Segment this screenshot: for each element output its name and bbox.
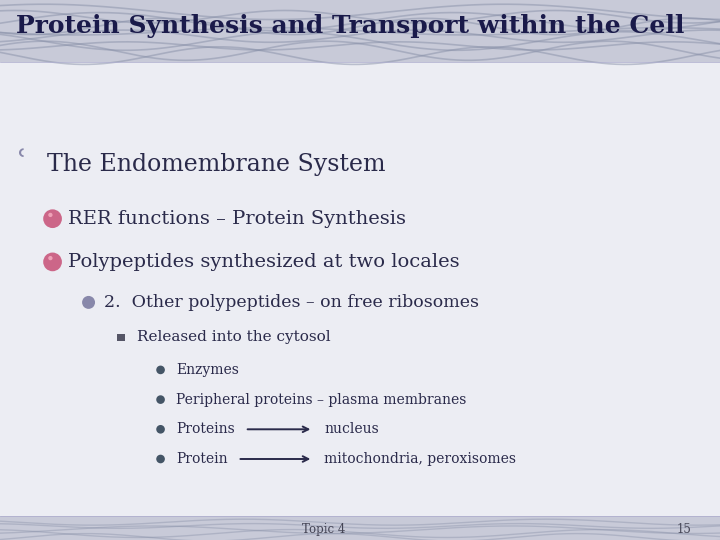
Ellipse shape	[43, 253, 62, 271]
Text: Protein: Protein	[176, 452, 228, 466]
Bar	[0, 0, 720, 62]
Ellipse shape	[82, 296, 95, 309]
Text: 2.  Other polypeptides – on free ribosomes: 2. Other polypeptides – on free ribosome…	[104, 294, 480, 311]
Text: The Endomembrane System: The Endomembrane System	[47, 153, 385, 176]
Text: Enzymes: Enzymes	[176, 363, 239, 377]
Text: Polypeptides synthesized at two locales: Polypeptides synthesized at two locales	[68, 253, 460, 271]
Text: ʿ: ʿ	[17, 148, 27, 181]
Text: Peripheral proteins – plasma membranes: Peripheral proteins – plasma membranes	[176, 393, 467, 407]
Ellipse shape	[43, 210, 62, 228]
Text: RER functions – Protein Synthesis: RER functions – Protein Synthesis	[68, 210, 406, 228]
Ellipse shape	[156, 395, 165, 404]
Text: mitochondria, peroxisomes: mitochondria, peroxisomes	[324, 452, 516, 466]
Bar	[117, 334, 125, 341]
Ellipse shape	[48, 256, 53, 260]
Text: Topic 4: Topic 4	[302, 523, 346, 536]
Ellipse shape	[156, 425, 165, 434]
Ellipse shape	[48, 213, 53, 217]
Text: 15: 15	[677, 523, 692, 536]
Ellipse shape	[156, 366, 165, 374]
Ellipse shape	[156, 455, 165, 463]
Text: Protein Synthesis and Transport within the Cell: Protein Synthesis and Transport within t…	[16, 14, 684, 38]
Text: nucleus: nucleus	[324, 422, 379, 436]
Text: Proteins: Proteins	[176, 422, 235, 436]
Text: Released into the cytosol: Released into the cytosol	[137, 330, 330, 345]
Bar	[0, 516, 720, 540]
